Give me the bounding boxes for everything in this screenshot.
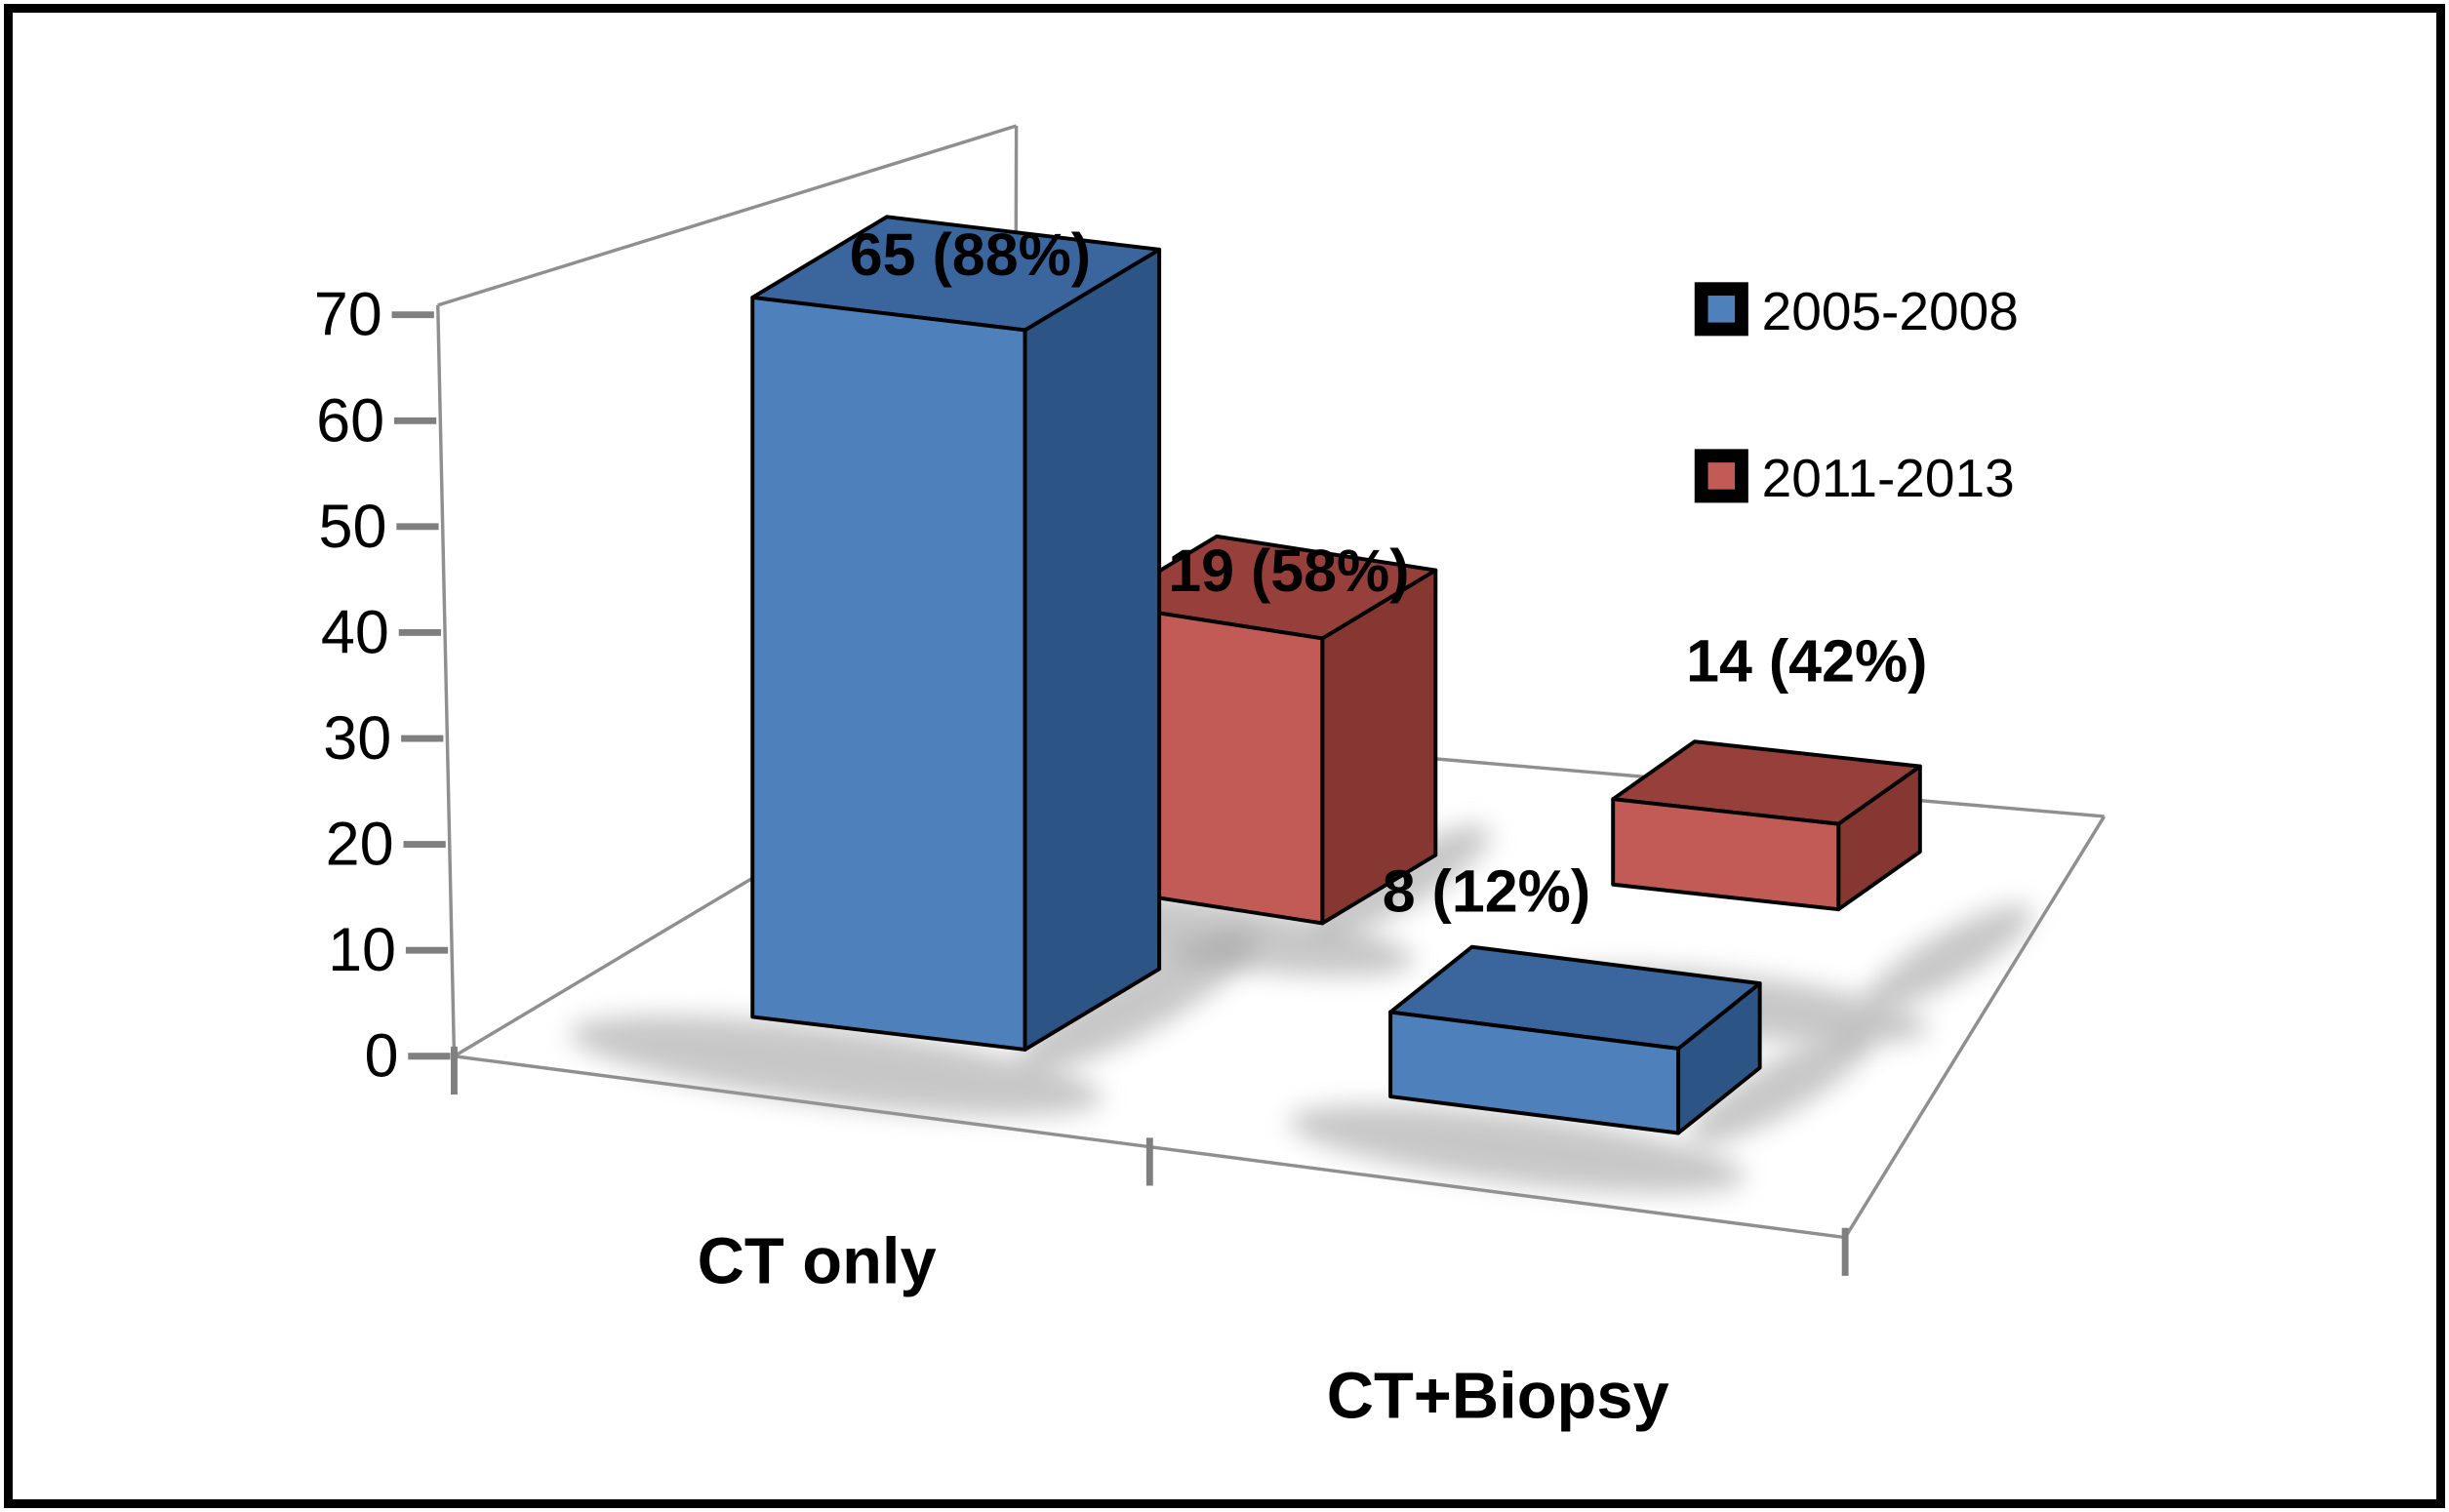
y-tick-label: 50 bbox=[319, 493, 387, 561]
bar-shadow bbox=[1288, 1104, 1746, 1194]
chart-bars bbox=[569, 215, 2033, 1194]
bar-shadow bbox=[1020, 929, 1257, 1072]
3d-bar-chart: 0 10 20 30 40 50 60 70 19 (58%) 14 (42%) 65 (88%) 8… bbox=[314, 124, 2107, 1433]
y-tick-label: 10 bbox=[328, 916, 396, 984]
axis-line bbox=[436, 304, 457, 1056]
legend-swatch bbox=[1707, 296, 1736, 323]
bar-face-front bbox=[1388, 1010, 1681, 1135]
legend-label: 2011-2013 bbox=[1762, 448, 2015, 508]
category-label: CT+Biopsy bbox=[1327, 1359, 1669, 1432]
bar-shadow bbox=[1688, 1029, 1873, 1145]
bar-face-front bbox=[1611, 797, 1841, 912]
figure-border: 0 10 20 30 40 50 60 70 19 (58%) 14 (42%) 65 (88%) 8… bbox=[4, 4, 2445, 1508]
axis-line bbox=[1843, 816, 2107, 1239]
bar-2005-2008-CT+Biopsy bbox=[1288, 944, 1873, 1194]
y-tick-label: 60 bbox=[316, 386, 384, 455]
bar-shadow bbox=[1313, 824, 1491, 936]
chart-text: 0 10 20 30 40 50 60 70 19 (58%) 14 (42%) 65 (88%) 8… bbox=[314, 221, 1928, 1433]
bar-2005-2008-CT only bbox=[569, 215, 1257, 1117]
y-tick-label: 20 bbox=[326, 811, 394, 879]
legend-item-2011-2013: 2011-2013 bbox=[1694, 448, 2015, 508]
bar-data-label: 19 (58%) bbox=[1168, 537, 1409, 604]
chart-legend: 2005-2008 2011-2013 bbox=[1694, 281, 2019, 508]
legend-label: 2005-2008 bbox=[1762, 281, 2019, 341]
bar-data-label: 65 (88%) bbox=[850, 221, 1091, 288]
bar-shadow bbox=[1865, 904, 2033, 1011]
bar-shadow bbox=[569, 1015, 1104, 1117]
category-label: CT only bbox=[698, 1225, 937, 1298]
bar-face-side bbox=[1023, 247, 1162, 1052]
y-tick-label: 40 bbox=[321, 598, 389, 666]
bar-face-front bbox=[750, 295, 1027, 1052]
y-tick-label: 30 bbox=[323, 704, 391, 773]
legend-swatch bbox=[1707, 462, 1736, 490]
legend-item-2005-2008: 2005-2008 bbox=[1694, 281, 2019, 341]
axis-line bbox=[437, 124, 1018, 307]
bar-data-label: 8 (12%) bbox=[1383, 858, 1590, 925]
bar-data-label: 14 (42%) bbox=[1686, 628, 1927, 695]
y-tick-label: 0 bbox=[364, 1022, 398, 1091]
y-tick-label: 70 bbox=[314, 281, 382, 349]
